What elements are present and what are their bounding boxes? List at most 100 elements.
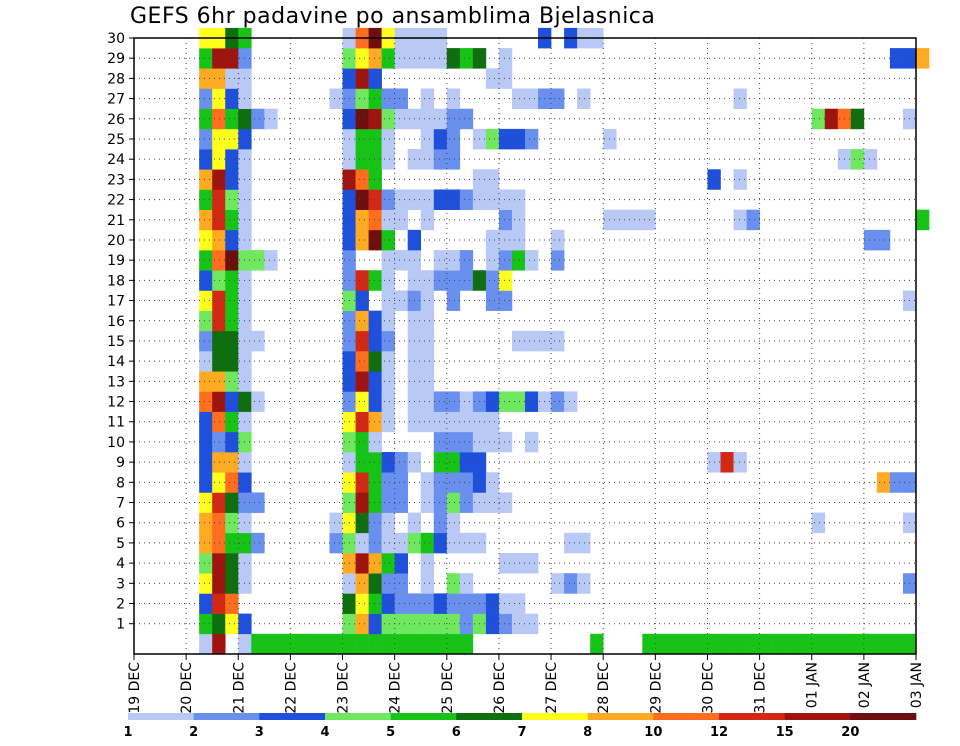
heatmap-cell xyxy=(381,492,395,513)
heatmap-cell xyxy=(850,108,865,130)
x-tick-label: 02 JAN xyxy=(857,662,873,708)
colorbar-swatch xyxy=(522,713,588,720)
heatmap-cell xyxy=(368,229,382,251)
heatmap-cell xyxy=(381,512,395,534)
heatmap-cell xyxy=(212,431,226,453)
heatmap-cell xyxy=(212,108,226,130)
heatmap-cell xyxy=(225,351,239,372)
colorbar-label: 2 xyxy=(189,725,198,740)
heatmap-cell xyxy=(212,48,226,69)
heatmap-cell xyxy=(511,553,526,574)
heatmap-cell xyxy=(381,310,395,332)
heatmap-cell xyxy=(420,351,435,372)
heatmap-cell xyxy=(525,128,539,150)
heatmap-cell xyxy=(316,633,330,655)
heatmap-cell xyxy=(746,633,760,655)
y-tick-label: 17 xyxy=(107,294,125,310)
heatmap-cell xyxy=(381,149,395,170)
heatmap-cell xyxy=(199,149,213,170)
heatmap-cell xyxy=(433,613,448,635)
heatmap-cell xyxy=(212,553,226,574)
heatmap-cell xyxy=(902,633,917,655)
heatmap-cell xyxy=(212,411,226,433)
heatmap-cell xyxy=(511,229,526,251)
heatmap-cell xyxy=(720,452,734,473)
heatmap-cell xyxy=(199,633,213,655)
heatmap-cell xyxy=(590,633,604,655)
heatmap-cell xyxy=(446,391,461,412)
heatmap-cell xyxy=(251,250,265,271)
heatmap-cell xyxy=(212,371,226,392)
heatmap-cell xyxy=(212,128,226,150)
heatmap-cell xyxy=(498,229,513,251)
heatmap-cell xyxy=(798,633,813,655)
heatmap-cell xyxy=(368,431,382,453)
heatmap-cell xyxy=(446,431,461,453)
heatmap-cell xyxy=(199,553,213,574)
heatmap-cell xyxy=(511,613,526,635)
heatmap-cell xyxy=(459,270,474,291)
heatmap-cell xyxy=(551,391,565,412)
heatmap-cell xyxy=(551,573,565,594)
heatmap-cell xyxy=(355,68,369,89)
heatmap-cell xyxy=(199,573,213,594)
heatmap-cell xyxy=(564,573,578,594)
heatmap-cell xyxy=(355,411,369,433)
heatmap-cell xyxy=(433,128,448,150)
heatmap-cell xyxy=(381,48,395,69)
heatmap-cell xyxy=(394,209,408,231)
heatmap-cell xyxy=(850,633,865,655)
heatmap-cell xyxy=(707,633,721,655)
heatmap-cell xyxy=(446,472,461,493)
heatmap-cell xyxy=(355,351,369,372)
heatmap-cell xyxy=(381,411,395,433)
heatmap-cell xyxy=(355,270,369,291)
heatmap-cell xyxy=(381,573,395,594)
heatmap-cell xyxy=(498,593,513,614)
heatmap-cell xyxy=(212,209,226,231)
heatmap-cell xyxy=(225,553,239,574)
heatmap-cell xyxy=(290,633,304,655)
heatmap-cell xyxy=(381,472,395,493)
heatmap-cell xyxy=(212,391,226,412)
heatmap-cell xyxy=(225,472,239,493)
heatmap-cell xyxy=(459,391,474,412)
heatmap-cell xyxy=(225,310,239,332)
heatmap-cell xyxy=(551,330,565,352)
heatmap-cell xyxy=(199,250,213,271)
heatmap-cell xyxy=(525,431,539,453)
heatmap-cell xyxy=(459,189,474,210)
heatmap-cell xyxy=(381,229,395,251)
colorbar-swatch xyxy=(850,713,917,720)
heatmap-cell xyxy=(264,250,278,271)
heatmap-cell xyxy=(485,250,500,271)
heatmap-cell xyxy=(368,108,382,130)
heatmap-cell xyxy=(225,189,239,210)
heatmap-cell xyxy=(485,290,500,311)
heatmap-cell xyxy=(355,553,369,574)
heatmap-cell xyxy=(498,492,513,513)
heatmap-cell xyxy=(199,492,213,513)
heatmap-cell xyxy=(916,209,930,231)
heatmap-cell xyxy=(355,452,369,473)
heatmap-cell xyxy=(225,431,239,453)
heatmap-cell xyxy=(368,512,382,534)
heatmap-cell xyxy=(498,553,513,574)
heatmap-cell xyxy=(772,633,786,655)
heatmap-cell xyxy=(199,88,213,109)
heatmap-cell xyxy=(225,613,239,635)
heatmap-cell xyxy=(303,633,317,655)
heatmap-cell xyxy=(681,633,695,655)
heatmap-cell xyxy=(511,391,526,412)
y-tick-label: 26 xyxy=(107,112,125,128)
heatmap-cell xyxy=(420,553,435,574)
heatmap-cell xyxy=(212,169,226,190)
heatmap-cell xyxy=(355,209,369,231)
heatmap-cell xyxy=(355,633,369,655)
y-tick-label: 20 xyxy=(107,233,125,249)
heatmap-cell xyxy=(459,613,474,635)
heatmap-cell xyxy=(485,431,500,453)
heatmap-cell xyxy=(251,532,265,554)
y-tick-label: 21 xyxy=(107,213,125,229)
y-tick-label: 23 xyxy=(107,172,125,188)
